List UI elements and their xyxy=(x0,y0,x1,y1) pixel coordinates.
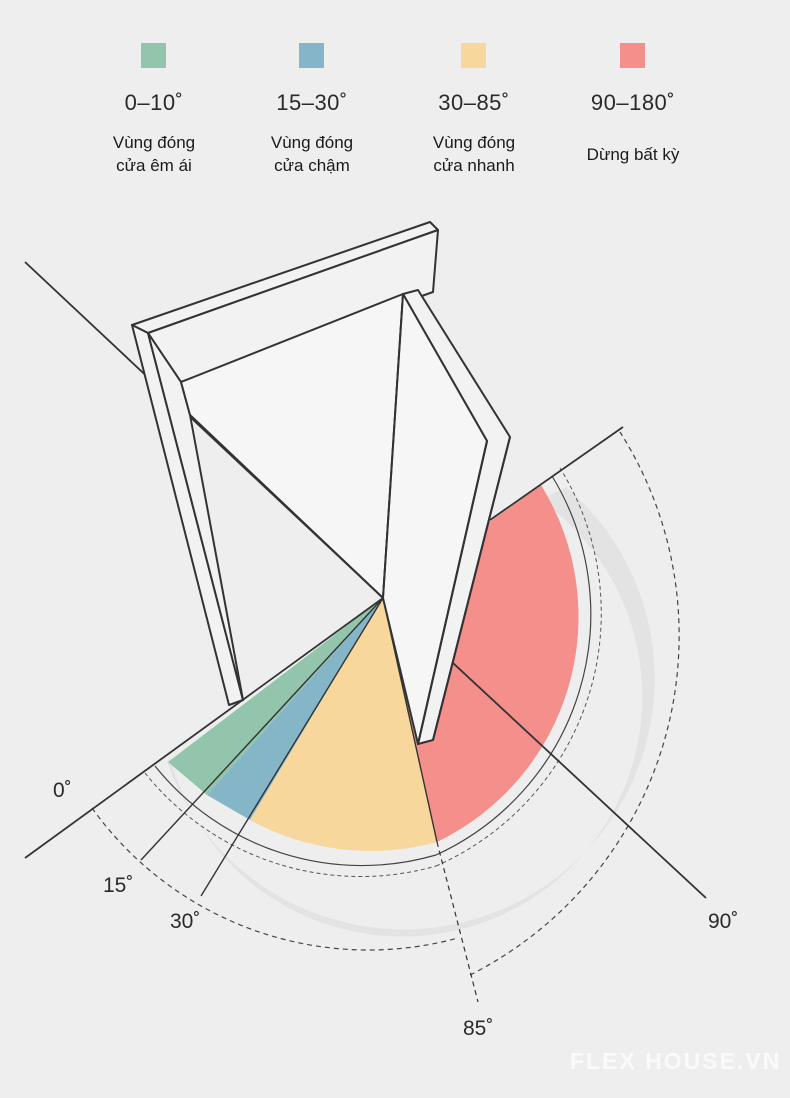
inner-arc-line-right xyxy=(435,475,592,856)
legend-swatch-red xyxy=(620,43,645,68)
legend-description: Dừng bất kỳ xyxy=(586,145,680,164)
line-85-degree-dashed xyxy=(436,841,479,1003)
dashed-arc-85-180 xyxy=(469,431,680,976)
legend-range: 90–180˚ xyxy=(590,90,676,115)
legend-range: 15–30˚ xyxy=(276,90,348,115)
inner-arc-line xyxy=(154,765,437,867)
sector-fast-close xyxy=(250,598,437,851)
legend-description: Vùng đóng cửa chậm xyxy=(270,133,354,175)
line-30-degree xyxy=(200,597,384,897)
angle-label-90: 90˚ xyxy=(708,910,739,933)
band-outline xyxy=(167,487,655,937)
legend-range: 30–85˚ xyxy=(438,90,510,115)
leaf-diagonal xyxy=(382,293,404,599)
watermark-logo: FLEX HOUSE.VN xyxy=(570,1048,782,1074)
door-edge xyxy=(417,440,488,745)
angle-label-15: 15˚ xyxy=(103,874,134,897)
legend-swatch-blue xyxy=(299,43,324,68)
sector-slow-close xyxy=(207,598,383,820)
arc-line-outer-right xyxy=(435,467,602,867)
dashed-arc-0-85 xyxy=(91,807,459,951)
line-15-degree xyxy=(140,597,384,861)
angle-label-85: 85˚ xyxy=(463,1017,494,1040)
opening-diagonal xyxy=(189,414,384,599)
legend-swatch-green xyxy=(141,43,166,68)
line-0-degree xyxy=(24,597,384,859)
sector-soft-close xyxy=(168,598,383,795)
angle-label-30: 30˚ xyxy=(170,910,201,933)
legend: 0–10˚ Vùng đóng cửa êm ái 15–30˚ Vùng đón… xyxy=(0,0,790,200)
arc-line-outer xyxy=(144,772,437,877)
door-frame xyxy=(131,221,439,706)
line-top-right xyxy=(489,426,624,521)
angle-label-0: 0˚ xyxy=(53,779,72,802)
legend-description: Vùng đóng cửa nhanh xyxy=(432,133,516,175)
legend-description: Vùng đóng cửa êm ái xyxy=(112,133,196,175)
legend-range: 0–10˚ xyxy=(124,90,184,115)
door-edge-outer xyxy=(432,436,511,741)
legend-swatch-yellow xyxy=(461,43,486,68)
